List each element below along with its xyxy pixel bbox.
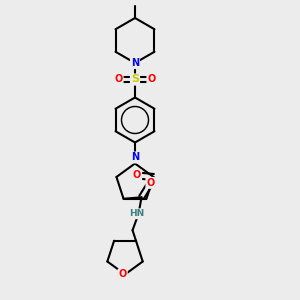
Text: O: O	[114, 74, 123, 85]
Text: S: S	[131, 74, 139, 85]
Text: O: O	[147, 74, 156, 85]
Text: O: O	[118, 269, 127, 279]
Text: O: O	[133, 170, 141, 181]
Text: HN: HN	[129, 209, 145, 218]
Text: O: O	[146, 178, 155, 188]
Text: N: N	[131, 152, 139, 163]
Text: N: N	[131, 58, 139, 68]
